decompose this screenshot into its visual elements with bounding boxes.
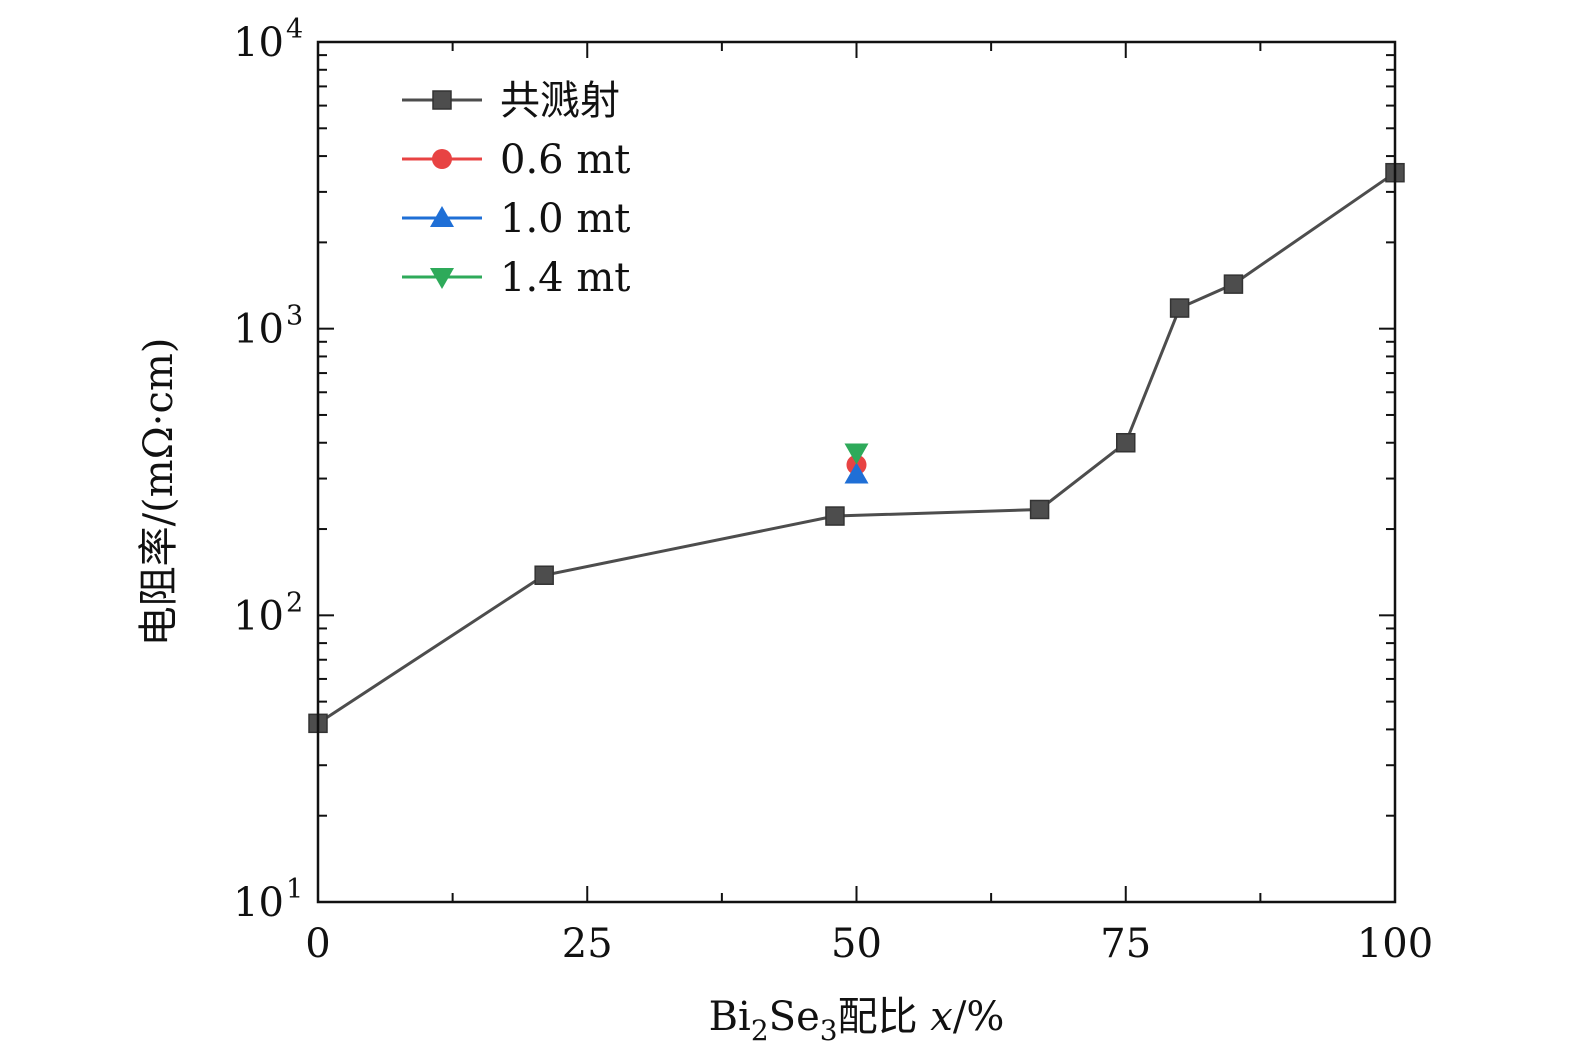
y-tick-exponent: 2 [286, 587, 303, 618]
legend-marker [432, 90, 452, 110]
x-tick-labels: 0 25 50 75 100 [305, 921, 1433, 967]
y-tick-exponent: 1 [286, 874, 303, 905]
x-axis-title: Bi2Se3配比 x/% [709, 994, 1005, 1047]
x-tick-label: 25 [562, 921, 613, 967]
series-markers [308, 162, 1405, 734]
data-point-triangle-down [844, 443, 869, 465]
y-tick-base: 10 [233, 593, 284, 639]
y-tick-label: 10 3 [233, 301, 303, 353]
y-tick-label: 10 4 [233, 14, 303, 66]
legend: 共溅射 0.6 mt 1.0 mt 1.4 mt [402, 78, 630, 301]
data-point-triangle-up [844, 462, 869, 484]
legend-marker [430, 206, 454, 227]
legend-marker [430, 268, 454, 289]
y-tick-exponent: 4 [286, 14, 303, 45]
data-point-square [1223, 274, 1244, 294]
axis-ticks [317, 41, 1396, 903]
legend-marker [432, 149, 452, 169]
data-point-square [1169, 298, 1190, 318]
legend-label: 0.6 mt [500, 137, 630, 183]
y-tick-label: 10 2 [233, 587, 303, 639]
legend-label: 1.4 mt [500, 255, 630, 301]
data-point-square [1116, 432, 1136, 453]
x-tick-label: 0 [305, 921, 330, 967]
data-point-square [825, 506, 845, 526]
y-tick-label: 10 1 [233, 874, 303, 926]
data-point-square [1029, 499, 1050, 520]
legend-label: 共溅射 [500, 78, 620, 124]
legend-item: 1.4 mt [402, 255, 630, 301]
plot-frame [316, 40, 1397, 904]
y-tick-base: 10 [233, 880, 284, 926]
y-tick-base: 10 [233, 20, 284, 66]
legend-label: 1.0 mt [500, 196, 630, 242]
x-tick-label: 100 [1357, 921, 1433, 967]
y-tick-exponent: 3 [286, 301, 303, 332]
legend-item: 0.6 mt [402, 137, 630, 183]
data-point-square [534, 565, 554, 585]
y-axis-title: 电阻率/(mΩ·cm) [136, 338, 182, 647]
x-tick-label: 50 [831, 921, 882, 967]
y-tick-base: 10 [233, 307, 284, 353]
legend-item: 1.0 mt [402, 196, 630, 242]
legend-item: 共溅射 [402, 78, 620, 124]
x-tick-label: 75 [1100, 921, 1151, 967]
